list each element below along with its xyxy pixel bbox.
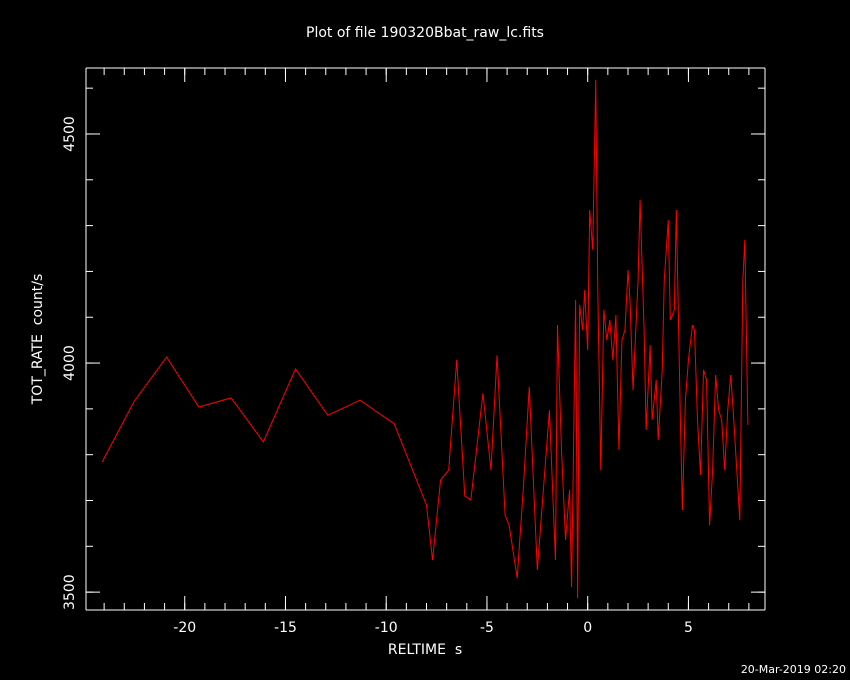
x-tick-label: -10 <box>375 620 398 636</box>
chart-title: Plot of file 190320Bbat_raw_lc.fits <box>306 25 544 41</box>
y-axis-label: TOT_RATE count/s <box>30 274 46 406</box>
data-line <box>101 79 749 599</box>
y-tick-label: 4000 <box>62 345 78 381</box>
x-tick-label: 0 <box>583 620 592 636</box>
x-axis-label: RELTIME s <box>388 642 462 658</box>
x-tick-label: -15 <box>274 620 297 636</box>
plot-frame <box>85 67 766 611</box>
x-tick-label: -20 <box>173 620 196 636</box>
x-tick-label: 5 <box>684 620 693 636</box>
timestamp: 20-Mar-2019 02:20 <box>741 663 846 676</box>
y-tick-label: 3500 <box>62 574 78 610</box>
y-tick-label: 4500 <box>62 116 78 152</box>
x-tick-label: -5 <box>480 620 494 636</box>
